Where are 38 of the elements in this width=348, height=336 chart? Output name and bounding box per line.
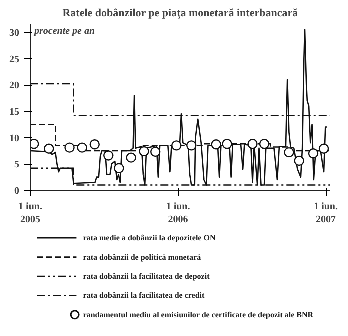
point (284, 147, 294, 158)
legend-label: rata dobânzii la facilitatea de credit (83, 291, 206, 300)
x-tick-label: 1 iun. 2007 (314, 202, 338, 226)
y-tick-label: 25 (10, 54, 20, 66)
x-tick-label: 1 iun. 2005 (18, 202, 43, 226)
point (222, 139, 232, 150)
point (308, 148, 319, 159)
point (90, 140, 100, 150)
y-tick-label: 5 (14, 160, 20, 171)
x-tick-label: 1 iun. 2006 (166, 202, 191, 226)
y-axis-title: procente pe an (34, 26, 96, 38)
point (259, 139, 270, 150)
point (248, 139, 258, 150)
point (77, 142, 88, 153)
point (30, 139, 40, 150)
point (64, 142, 75, 153)
chart-title: Ratele dobânzilor pe piaţa monetară interbancară (62, 8, 299, 20)
point (114, 163, 124, 174)
y-tick-label: 20 (10, 80, 20, 92)
point (318, 144, 330, 154)
y-tick-label: 15 (10, 106, 20, 118)
point (139, 146, 150, 157)
point (104, 150, 114, 161)
line-series (30, 29, 328, 186)
legend-label: rata dobânzii de politică monetară (83, 252, 202, 262)
legend-label: randamentul mediu al emisiunilor de certificate de depozit ale BNR (83, 310, 314, 320)
point (44, 144, 54, 154)
point (211, 140, 222, 150)
point (150, 146, 161, 158)
point (294, 156, 304, 166)
point (126, 152, 136, 163)
point (186, 140, 197, 151)
y-tick-label: 30 (10, 28, 20, 39)
point (172, 140, 182, 151)
y-tick-label: 10 (10, 133, 20, 144)
y-tick-label: 0 (14, 186, 20, 197)
legend-label: rata medie a dobânzii la depozitele ON (83, 234, 216, 243)
legend-label: rata dobânzii la facilitatea de depozit (83, 272, 210, 281)
